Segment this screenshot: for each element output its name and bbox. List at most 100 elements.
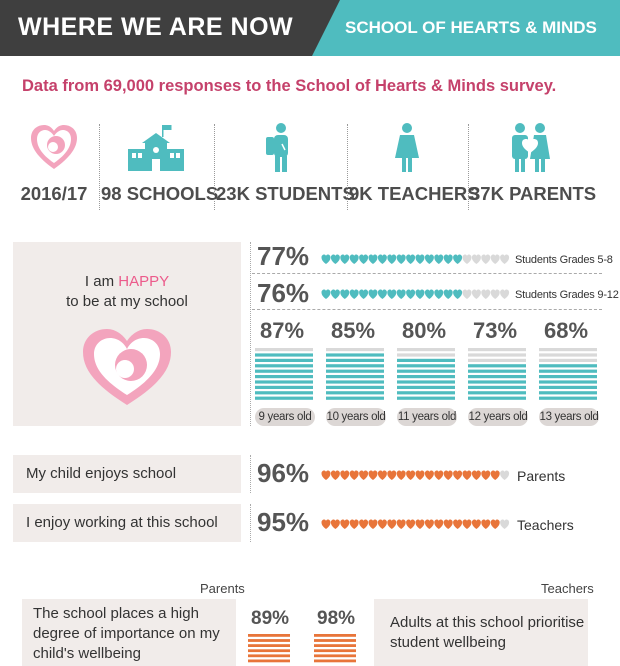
stat-schools-label: 98 SCHOOLS [101, 183, 219, 204]
teachers-enjoy-label: Teachers [517, 517, 574, 533]
age-bar-stripe [468, 385, 526, 389]
wellbeing-bar-stripe [314, 639, 356, 642]
age-bar-stripe [539, 353, 597, 357]
heart-filled [396, 470, 406, 480]
heart-filled [471, 519, 481, 529]
teachers-enjoy-value: 95% [257, 507, 310, 537]
heart-filled [349, 519, 359, 529]
age-bar-stripe [326, 358, 384, 362]
grades-5-8-label: Students Grades 5-8 [515, 254, 613, 266]
teachers-wellbeing-panel: Adults at this school prioritise student… [374, 599, 588, 666]
age-bar-stripe [468, 375, 526, 379]
divider [468, 124, 469, 210]
grades-5-8-hearts [321, 253, 513, 267]
heart-filled [330, 519, 340, 529]
age-bar-stripe [397, 380, 455, 384]
parents-wellbeing-statement: The school places a high degree of impor… [33, 605, 220, 662]
age-bar-stripe [326, 385, 384, 389]
header-title: WHERE WE ARE NOW [18, 13, 294, 41]
wellbeing-bar [314, 634, 356, 663]
heart-filled [462, 519, 472, 529]
heart-filled [349, 470, 359, 480]
teachers-wellbeing-statement: Adults at this school prioritise student… [390, 614, 585, 651]
stat-year-label: 2016/17 [20, 183, 88, 204]
age-category-label: 10 years old [326, 408, 386, 426]
grades-9-12-label: Students Grades 9-12 [515, 289, 619, 301]
heart-empty [490, 289, 500, 299]
stat-year: 2016/17 [10, 120, 98, 212]
age-value-label: 68% [544, 318, 589, 343]
age-bar-stripe [326, 369, 384, 373]
stat-teachers: 9K TEACHERS [349, 120, 480, 212]
heart-filled [368, 289, 378, 299]
heart-filled [443, 519, 453, 529]
age-bar-stripe [539, 385, 597, 389]
heart-filled [434, 470, 444, 480]
age-bar-stripe [397, 358, 455, 362]
age-bar-stripe [397, 396, 455, 400]
heart-filled [377, 519, 387, 529]
heart-filled [406, 254, 416, 264]
heart-filled [481, 470, 491, 480]
heart-filled [415, 519, 425, 529]
heart-filled [424, 289, 434, 299]
age-bar-stripe [326, 353, 384, 357]
age-bar-stripe [468, 369, 526, 373]
parents-enjoy-label: Parents [517, 468, 566, 484]
heart-filled [471, 470, 481, 480]
wellbeing-bar-stripe [314, 644, 356, 647]
teacher-icon [395, 123, 419, 172]
age-bar-stripe [397, 375, 455, 379]
stat-teachers-label: 9K TEACHERS [349, 183, 480, 204]
stat-schools: 98 SCHOOLS [101, 120, 219, 212]
wellbeing-bar [248, 634, 290, 663]
age-bar-stripe [468, 391, 526, 395]
age-bar-stripe [326, 375, 384, 379]
heart-filled [377, 470, 387, 480]
age-bar-stripe [468, 353, 526, 357]
header-title-band [0, 0, 340, 56]
heart-filled [368, 254, 378, 264]
wellbeing-bar-stripe [248, 639, 290, 642]
heart-filled [424, 519, 434, 529]
enjoy-school-statement: My child enjoys school [26, 465, 177, 482]
intro-text: Data from 69,000 responses to the School… [22, 77, 557, 95]
parents-icon [512, 123, 550, 172]
parents-wellbeing-value: 89% [251, 608, 290, 629]
age-bar-stripe [468, 348, 526, 352]
divider [252, 273, 602, 274]
heart-filled [406, 470, 416, 480]
wellbeing-bar-stripe [248, 649, 290, 653]
age-bar-stripe [255, 353, 313, 357]
wellbeing-bar-stripe [248, 634, 290, 637]
heart-filled [424, 254, 434, 264]
header-subtitle-band [312, 0, 620, 56]
heart-filled [340, 289, 350, 299]
heart-filled [453, 254, 463, 264]
wellbeing-bar-stripe [248, 659, 290, 663]
heart-filled [359, 470, 369, 480]
heart-empty [490, 254, 500, 264]
heart-filled [490, 519, 500, 529]
parents-enjoy-hearts [321, 469, 513, 483]
age-bar-stripe [255, 380, 313, 384]
stat-parents: 37K PARENTS [470, 120, 597, 212]
happy-panel: I am HAPPY to be at my school [13, 242, 241, 426]
stat-parents-label: 37K PARENTS [470, 183, 597, 204]
heart-filled [406, 519, 416, 529]
stat-students: 23K STUDENTS [216, 120, 355, 212]
heart-empty [471, 254, 481, 264]
heart-filled [359, 519, 369, 529]
age-bar-stripe [255, 375, 313, 379]
divider [250, 242, 251, 426]
age-bar-stripe [468, 358, 526, 362]
heart-filled [330, 254, 340, 264]
heart-filled [406, 289, 416, 299]
divider [347, 124, 348, 210]
heart-filled [321, 289, 331, 299]
grades-9-12-value: 76% [257, 278, 310, 308]
heart-filled [321, 519, 331, 529]
age-bar-stripe [326, 380, 384, 384]
age-bar-stripe [326, 391, 384, 395]
age-bar-stripe [468, 380, 526, 384]
